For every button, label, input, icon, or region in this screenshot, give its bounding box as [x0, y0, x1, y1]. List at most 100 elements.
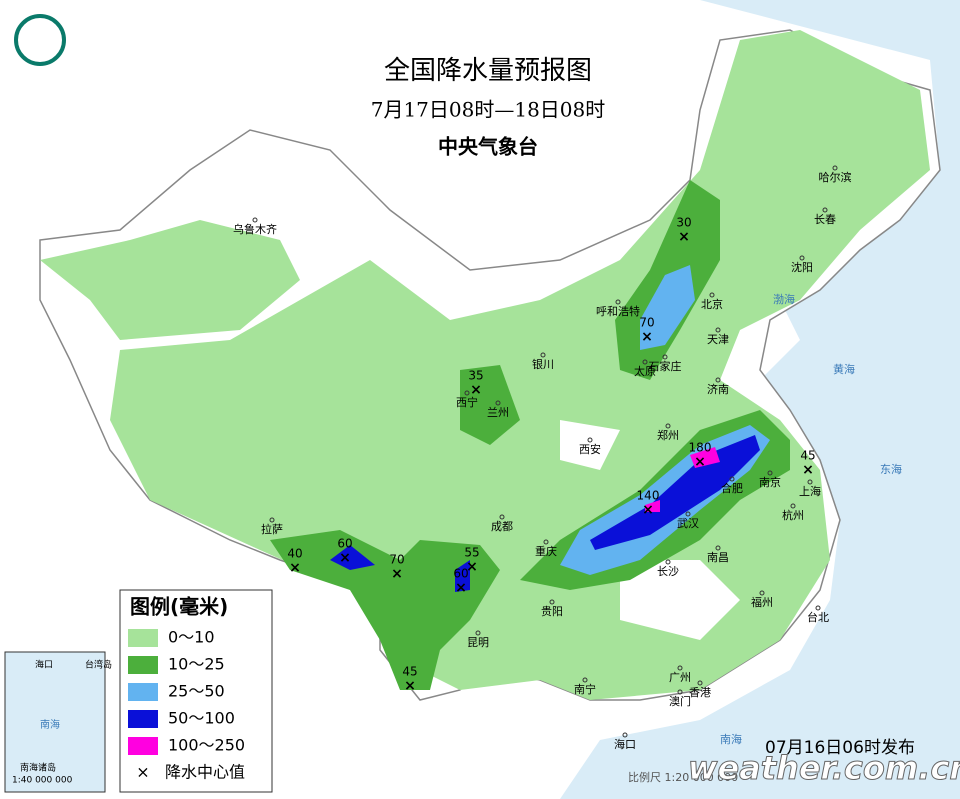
center-marker: × [678, 229, 690, 245]
city-dot [495, 400, 501, 406]
city-dot [662, 354, 668, 360]
legend-swatch [128, 656, 158, 674]
inset-scale: 1:40 000 000 [12, 776, 73, 786]
city-dot [587, 437, 593, 443]
city-label: 银川 [532, 357, 554, 371]
center-marker: × [802, 462, 814, 478]
rain-10-25 [270, 530, 500, 690]
center-marker: × [641, 329, 653, 345]
city-label: 西安 [579, 442, 601, 456]
legend-swatch [128, 683, 158, 701]
center-value: 45 [402, 665, 417, 679]
sea [560, 0, 960, 799]
scale: 比例尺 1:20 000 000 [628, 770, 738, 784]
city-dot [677, 665, 683, 671]
city-dot [622, 732, 628, 738]
city-dot [807, 479, 813, 485]
center-value: 140 [637, 489, 660, 503]
center-marker: × [289, 560, 301, 576]
center-value: 30 [676, 216, 691, 230]
legend-title: 图例(毫米) [130, 595, 228, 619]
center-value: 55 [464, 546, 479, 560]
city-dot [759, 590, 765, 596]
sea-label: 黄海 [833, 362, 855, 376]
center-marker: × [694, 454, 706, 470]
city-dot [665, 559, 671, 565]
center-marker: × [466, 559, 478, 575]
city-label: 北京 [701, 297, 723, 311]
city-dot [475, 630, 481, 636]
city-dot [715, 545, 721, 551]
city-label: 西宁 [456, 395, 478, 409]
city-dot [543, 539, 549, 545]
center-marker: × [470, 382, 482, 398]
city-label: 昆明 [467, 636, 489, 649]
inset-label: 台湾岛 [85, 659, 112, 671]
center-value: 60 [337, 537, 352, 551]
city-dot [615, 299, 621, 305]
subtitle: 7月17日08时—18日08时 [371, 98, 606, 122]
logo [14, 14, 66, 66]
sea-label: 东海 [880, 462, 902, 476]
city-label: 长春 [814, 213, 836, 226]
city-label: 广州 [669, 671, 691, 684]
city-label: 乌鲁木齐 [233, 222, 277, 236]
city-label: 天津 [707, 333, 729, 346]
city-dot [252, 217, 258, 223]
legend-label: 50～100 [168, 709, 235, 728]
rain-10-25 [460, 365, 520, 445]
city-dot [499, 514, 505, 520]
city-label: 南宁 [574, 682, 596, 696]
city-label: 武汉 [677, 517, 699, 530]
legend-label: 0～10 [168, 628, 215, 647]
city-label: 兰州 [487, 406, 509, 419]
issued: 07月16日06时发布 [765, 738, 915, 758]
center-value: 45 [800, 449, 815, 463]
center-value: 180 [689, 441, 712, 455]
legend-label: 25～50 [168, 682, 225, 701]
city-dot [582, 677, 588, 683]
center-value: 35 [468, 369, 483, 383]
legend-label: 100～250 [168, 736, 245, 755]
city-label: 济南 [707, 382, 729, 396]
title: 全国降水量预报图 [384, 56, 592, 86]
inset-box [4, 651, 106, 793]
sea-label: 渤海 [773, 292, 795, 306]
city-dot [799, 255, 805, 261]
rain-100-250 [645, 447, 720, 512]
rain-50-100 [330, 545, 470, 592]
city-dot [677, 689, 683, 695]
city-label: 太原 [634, 365, 656, 378]
city-label: 福州 [751, 595, 773, 609]
city-dot [685, 511, 691, 517]
city-label: 石家庄 [649, 359, 682, 373]
city-label: 香港 [689, 686, 711, 699]
sea-label: 南海 [720, 732, 742, 746]
city-dot [815, 605, 821, 611]
city-label: 南昌 [707, 551, 729, 564]
rain-0-10 [40, 220, 300, 340]
rain-0-10 [110, 30, 930, 700]
legend-swatch [128, 710, 158, 728]
city-dot [832, 165, 838, 171]
city-dot [464, 390, 470, 396]
inset-title: 南海诸岛 [20, 762, 56, 774]
city-label: 沈阳 [791, 260, 813, 274]
dry-area [560, 420, 740, 640]
city-label: 哈尔滨 [819, 170, 852, 184]
center-marker: × [642, 502, 654, 518]
center-marker: × [339, 550, 351, 566]
city-label: 呼和浩特 [596, 304, 640, 318]
city-label: 合肥 [721, 481, 743, 495]
city-label: 澳门 [669, 694, 691, 708]
city-label: 南京 [759, 475, 781, 489]
inset-label: 南海 [40, 718, 60, 731]
city-dot [642, 359, 648, 365]
city-dot [665, 423, 671, 429]
city-label: 贵阳 [541, 605, 563, 618]
city-dot [715, 327, 721, 333]
city-label: 海口 [614, 737, 636, 751]
center-marker: × [404, 678, 416, 694]
legend-marker: × [136, 763, 149, 782]
